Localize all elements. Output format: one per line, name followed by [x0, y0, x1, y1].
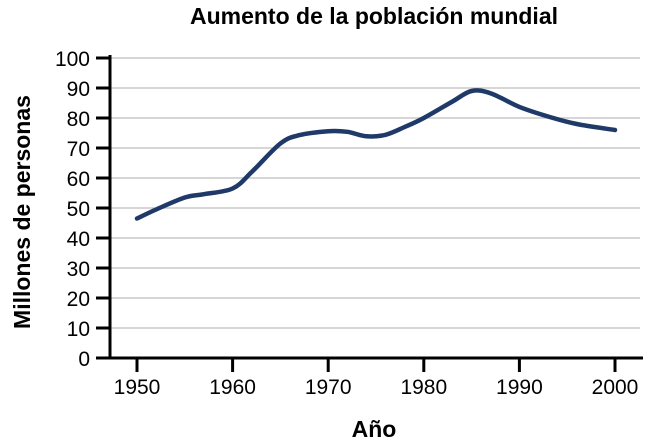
x-tick-label: 2000: [592, 376, 639, 399]
y-tick-label: 90: [67, 78, 90, 101]
y-axis-label: Millones de personas: [9, 95, 35, 329]
chart-title: Aumento de la población mundial: [190, 3, 558, 29]
y-tick-label: 70: [67, 138, 90, 161]
y-tick-label: 100: [55, 48, 90, 71]
y-tick-label: 20: [67, 288, 90, 311]
y-tick-label: 50: [67, 198, 90, 221]
gridlines: [110, 57, 640, 329]
y-tick-label: 80: [67, 108, 90, 131]
y-tick-label: 30: [67, 258, 90, 281]
tick-marks: [96, 56, 617, 372]
x-tick-label: 1960: [209, 376, 256, 399]
x-tick-label: 1990: [496, 376, 543, 399]
x-tick-label: 1980: [400, 376, 447, 399]
y-tick-label: 10: [67, 318, 90, 341]
y-tick-label: 0: [78, 348, 90, 371]
population-line: [134, 88, 618, 221]
axes: [108, 55, 643, 360]
x-axis-label: Año: [352, 416, 397, 442]
y-tick-label: 40: [67, 228, 90, 251]
x-tick-label: 1950: [114, 376, 161, 399]
y-tick-label: 60: [67, 168, 90, 191]
tick-labels: 0 10 20 30 40 50 60 70 80 90 100 1950 1960 1970 1980 19…: [55, 48, 638, 399]
x-tick-label: 1970: [305, 376, 352, 399]
